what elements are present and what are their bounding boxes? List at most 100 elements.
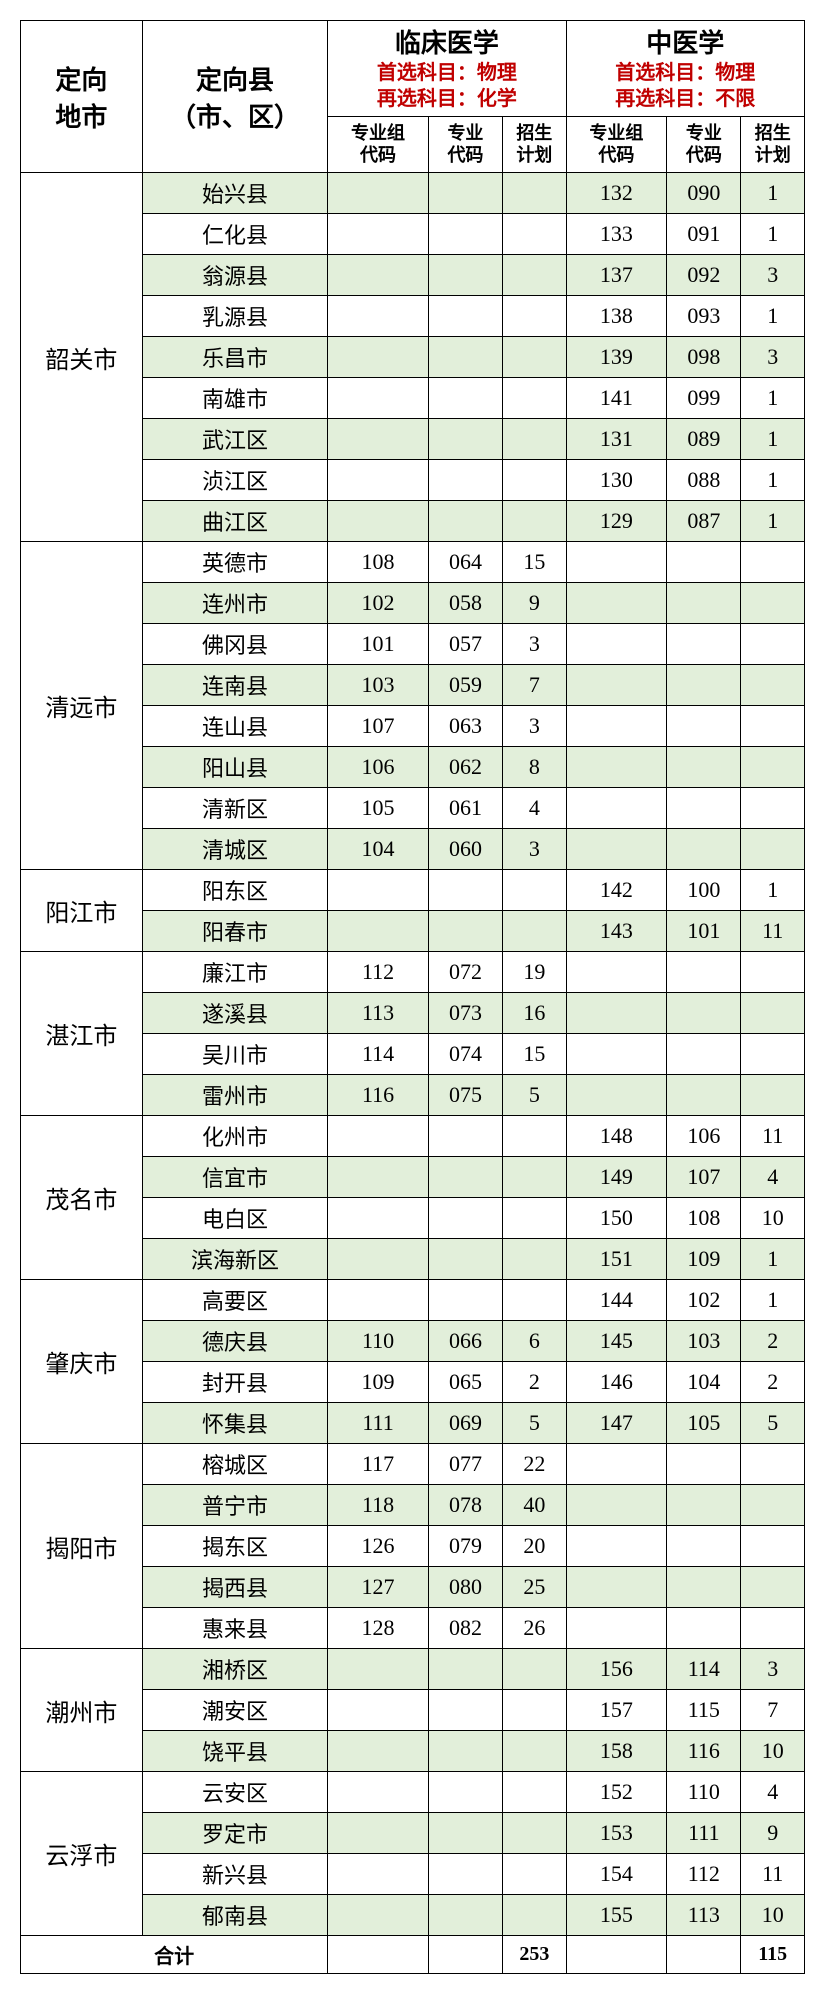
data-cell: [741, 747, 805, 788]
data-cell: 069: [428, 1403, 502, 1444]
data-cell: 1: [741, 419, 805, 460]
data-cell: 3: [741, 255, 805, 296]
county-cell: 新兴县: [142, 1854, 327, 1895]
county-cell: 吴川市: [142, 1034, 327, 1075]
data-cell: 22: [503, 1444, 567, 1485]
data-cell: 1: [741, 1280, 805, 1321]
city-cell: 云浮市: [21, 1772, 143, 1936]
data-cell: [503, 1116, 567, 1157]
data-cell: 10: [741, 1895, 805, 1936]
city-cell: 阳江市: [21, 870, 143, 952]
data-cell: 149: [566, 1157, 667, 1198]
data-cell: [741, 952, 805, 993]
data-cell: [503, 173, 567, 214]
data-cell: 155: [566, 1895, 667, 1936]
data-cell: 151: [566, 1239, 667, 1280]
data-cell: [328, 1772, 429, 1813]
data-cell: 3: [741, 1649, 805, 1690]
data-cell: [503, 1854, 567, 1895]
data-cell: [741, 829, 805, 870]
data-cell: 4: [503, 788, 567, 829]
county-cell: 信宜市: [142, 1157, 327, 1198]
data-cell: [741, 1526, 805, 1567]
data-cell: 103: [667, 1321, 741, 1362]
data-cell: 10: [741, 1198, 805, 1239]
data-cell: 3: [741, 337, 805, 378]
data-cell: 154: [566, 1854, 667, 1895]
data-cell: [428, 296, 502, 337]
data-cell: [741, 1444, 805, 1485]
data-cell: [566, 1567, 667, 1608]
data-cell: [503, 1731, 567, 1772]
data-cell: 9: [741, 1813, 805, 1854]
data-cell: [741, 624, 805, 665]
data-cell: [503, 296, 567, 337]
data-cell: 142: [566, 870, 667, 911]
data-cell: [428, 501, 502, 542]
table-row: 肇庆市高要区1441021: [21, 1280, 805, 1321]
data-cell: [667, 993, 741, 1034]
data-cell: 105: [328, 788, 429, 829]
data-cell: [428, 255, 502, 296]
data-cell: 129: [566, 501, 667, 542]
data-cell: [428, 173, 502, 214]
data-cell: [503, 1690, 567, 1731]
city-cell: 肇庆市: [21, 1280, 143, 1444]
data-cell: 143: [566, 911, 667, 952]
data-cell: 3: [503, 624, 567, 665]
city-cell: 茂名市: [21, 1116, 143, 1280]
data-cell: [566, 542, 667, 583]
data-cell: 15: [503, 1034, 567, 1075]
county-cell: 电白区: [142, 1198, 327, 1239]
data-cell: 146: [566, 1362, 667, 1403]
data-cell: 117: [328, 1444, 429, 1485]
data-cell: 112: [328, 952, 429, 993]
data-cell: 133: [566, 214, 667, 255]
data-cell: 101: [667, 911, 741, 952]
county-cell: 潮安区: [142, 1690, 327, 1731]
city-cell: 潮州市: [21, 1649, 143, 1772]
data-cell: 11: [741, 911, 805, 952]
table-body: 韶关市始兴县1320901仁化县1330911翁源县1370923乳源县1380…: [21, 173, 805, 1974]
data-cell: 089: [667, 419, 741, 460]
data-cell: [328, 1690, 429, 1731]
data-cell: [566, 747, 667, 788]
data-cell: [328, 1198, 429, 1239]
data-cell: 106: [667, 1116, 741, 1157]
county-cell: 滨海新区: [142, 1239, 327, 1280]
county-cell: 曲江区: [142, 501, 327, 542]
data-cell: [741, 1075, 805, 1116]
data-cell: 066: [428, 1321, 502, 1362]
data-cell: 138: [566, 296, 667, 337]
data-cell: [503, 1649, 567, 1690]
data-cell: 078: [428, 1485, 502, 1526]
data-cell: 19: [503, 952, 567, 993]
data-cell: 107: [667, 1157, 741, 1198]
data-cell: 20: [503, 1526, 567, 1567]
data-cell: [667, 747, 741, 788]
data-cell: 116: [667, 1731, 741, 1772]
table-row: 茂名市化州市14810611: [21, 1116, 805, 1157]
data-cell: 057: [428, 624, 502, 665]
data-cell: [566, 1526, 667, 1567]
data-cell: [566, 1034, 667, 1075]
data-cell: 077: [428, 1444, 502, 1485]
data-cell: 153: [566, 1813, 667, 1854]
data-cell: 9: [503, 583, 567, 624]
header-city: 定向 地市: [21, 21, 143, 173]
data-cell: [741, 583, 805, 624]
county-cell: 南雄市: [142, 378, 327, 419]
data-cell: 080: [428, 1567, 502, 1608]
county-cell: 揭东区: [142, 1526, 327, 1567]
data-cell: 11: [741, 1116, 805, 1157]
data-cell: [428, 1198, 502, 1239]
data-cell: 144: [566, 1280, 667, 1321]
data-cell: 062: [428, 747, 502, 788]
data-cell: 108: [328, 542, 429, 583]
total-empty: [328, 1936, 429, 1974]
county-cell: 佛冈县: [142, 624, 327, 665]
table-row: 湛江市廉江市11207219: [21, 952, 805, 993]
data-cell: [503, 255, 567, 296]
header-major1-req: 首选科目：物理再选科目：化学: [328, 60, 566, 117]
data-cell: 7: [741, 1690, 805, 1731]
